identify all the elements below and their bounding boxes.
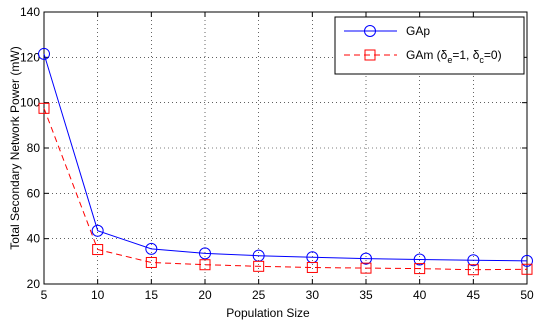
data-point	[467, 264, 479, 276]
data-point	[360, 262, 372, 274]
legend-marker-gap	[364, 25, 376, 37]
data-point	[38, 47, 50, 60]
data-point	[91, 224, 104, 237]
data-point	[38, 102, 50, 114]
legend-label-gam-sub1: e	[447, 55, 452, 65]
x-tick-label: 15	[145, 288, 159, 302]
data-point	[199, 259, 211, 271]
axes: 5 10 15 20 25 30 35 40 45 50 20 40 60 80 100 120 140	[20, 5, 534, 302]
series-0	[38, 47, 533, 267]
x-tick-label: 50	[520, 288, 534, 302]
y-tick-label: 40	[27, 232, 41, 246]
x-tick-label: 40	[413, 288, 427, 302]
legend: GAp GAm (δe=1, δc=0)	[334, 16, 525, 75]
y-axis-label: Total Secondary Network Power (mW)	[8, 46, 22, 249]
x-tick-label: 5	[41, 288, 48, 302]
legend-marker-gam	[364, 49, 376, 61]
series-1	[38, 102, 533, 276]
data-point	[199, 247, 211, 260]
legend-label-gam-tail: =0)	[484, 48, 502, 62]
series-group	[38, 47, 533, 276]
grid	[44, 12, 527, 284]
data-point	[521, 254, 533, 267]
y-tick-label: 80	[27, 141, 41, 155]
y-tick-label: 120	[20, 50, 40, 64]
legend-label-gam: GAm (δe=1, δc=0)	[406, 48, 502, 65]
x-tick-label: 30	[306, 288, 320, 302]
x-tick-label: 35	[359, 288, 373, 302]
data-point	[306, 261, 318, 273]
y-tick-label: 140	[20, 5, 40, 19]
x-tick-label: 25	[252, 288, 266, 302]
data-point	[92, 244, 104, 256]
legend-label-gap: GAp	[406, 24, 430, 38]
y-tick-label: 100	[20, 96, 40, 110]
series-line	[43, 108, 528, 271]
data-point	[360, 252, 372, 265]
y-tick-label: 20	[27, 277, 41, 291]
legend-label-gam-mid: =1, δ	[452, 48, 479, 62]
x-tick-label: 45	[467, 288, 481, 302]
y-tick-label: 60	[27, 186, 41, 200]
data-point	[145, 256, 157, 268]
data-point	[467, 254, 480, 267]
x-tick-label: 20	[198, 288, 212, 302]
x-tick-label: 10	[91, 288, 105, 302]
data-point	[414, 263, 426, 275]
data-point	[145, 242, 158, 255]
data-point	[413, 253, 426, 266]
series-line	[43, 53, 528, 262]
x-axis-label: Population Size	[226, 306, 310, 320]
legend-label-gam-base: GAm (δ	[406, 48, 448, 62]
legend-label-gam-sub2: c	[479, 55, 484, 65]
data-point	[253, 260, 265, 272]
data-point	[521, 263, 533, 275]
